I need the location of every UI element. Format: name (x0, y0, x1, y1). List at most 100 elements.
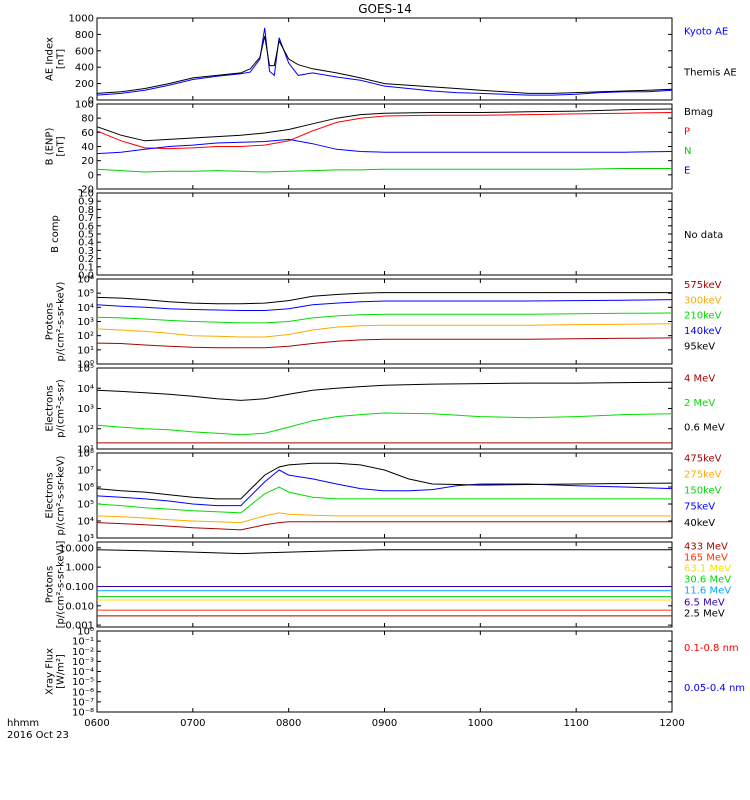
series-label: Kyoto AE (684, 26, 728, 37)
y-tick-label: 40 (81, 142, 94, 153)
panel-b_enp: -20 0 20 40 60 80 100 B (ENP) [nT] Bmag PNE (45, 100, 714, 196)
series-label: 433 MeV (684, 541, 728, 552)
y-tick-label: 600 (75, 46, 94, 57)
y-tick-label: 0.010 (65, 601, 94, 612)
chart-title: GOES-14 (358, 2, 412, 16)
y-tick-label: 800 (75, 30, 94, 41)
series-line-40kev (96, 462, 673, 500)
series-line-n (96, 168, 672, 173)
y-tick-label: 10⁶ (77, 275, 94, 286)
panel-xray: 10⁻⁸10⁻⁷10⁻⁶10⁻⁵10⁻⁴10⁻³10⁻²10⁻¹10⁰ Xray … (45, 627, 746, 719)
y-tick-label: 0.4 (78, 238, 94, 249)
series-label: 95keV (684, 341, 715, 352)
y-tick-label: 10³ (77, 404, 94, 415)
y-tick-label: 10⁸ (77, 449, 94, 460)
series-label: P (684, 126, 690, 137)
panel-frame (96, 103, 673, 190)
y-tick-label: 0.6 (78, 221, 94, 232)
x-tick-label: 0800 (276, 718, 301, 729)
series-label: E (684, 165, 690, 176)
y-tick-label: 0.3 (78, 246, 94, 257)
series-label: 63.1 MeV (684, 564, 731, 575)
series-label: 4 MeV (684, 374, 715, 385)
series-line-95kev (96, 292, 672, 305)
y-axis-label: Electrons (45, 385, 56, 431)
panel-bcomp: 0.00.10.20.30.40.50.60.70.80.91.0 B comp N… (50, 189, 723, 282)
y-axis-label: [p/(cm²-s-sr-keV)] (56, 541, 67, 629)
series-label: 6.5 MeV (684, 598, 725, 609)
no-data-note: No data (684, 230, 723, 241)
y-tick-label: 10⁻⁶ (72, 687, 94, 698)
panel-electrons_kev: 10³ 10⁴ 10⁵ 10⁶ 10⁷ 10⁸ Electrons p/(cm²-s-sr-k… (45, 449, 722, 545)
panel-frame (96, 192, 673, 276)
y-tick-label: 10⁻⁵ (72, 677, 94, 688)
panel-frame (96, 17, 673, 101)
series-line-p (96, 112, 673, 150)
series-line-0-6-mev (96, 381, 673, 401)
y-axis-label: B (ENP) (45, 128, 56, 166)
time-axis-label: hhmm (7, 718, 39, 729)
y-axis-label: p/(cm²-s-sr-keV) (56, 281, 67, 361)
y-tick-label: 10³ (77, 317, 94, 328)
y-tick-label: 0.7 (78, 213, 94, 224)
series-label: 40keV (684, 518, 715, 529)
y-tick-label: 0.100 (65, 582, 94, 593)
y-tick-label: 10¹ (77, 345, 94, 356)
series-label: 11.6 MeV (684, 586, 731, 597)
y-tick-label: 0.2 (78, 254, 94, 265)
y-tick-label: 10.000 (59, 543, 94, 554)
series-label: 30.6 MeV (684, 575, 731, 586)
y-tick-label: 200 (75, 79, 94, 90)
y-tick-label: 0 (88, 170, 94, 181)
series-label: Themis AE (683, 67, 737, 78)
panel-frame (96, 452, 673, 539)
y-axis-label: B comp (50, 215, 61, 253)
series-line-210kev (96, 312, 673, 324)
series-label: 0.6 MeV (684, 422, 725, 433)
series-label: 75keV (684, 502, 715, 513)
y-tick-label: 0.001 (65, 621, 94, 632)
y-axis-label: Electrons (45, 472, 56, 518)
y-axis-label: Protons (45, 303, 56, 340)
series-line-275kev (96, 512, 672, 524)
y-tick-label: 10⁰ (77, 360, 94, 371)
y-tick-label: 10¹ (77, 445, 94, 456)
y-tick-label: 10⁰ (77, 627, 94, 638)
y-tick-label: 20 (81, 156, 94, 167)
y-tick-label: 0 (88, 96, 94, 107)
series-label: 150keV (684, 486, 722, 497)
y-axis-label: [W/m²] (56, 654, 67, 689)
series-label: 575keV (684, 280, 722, 291)
time-axis: 0600 0700 0800 0900 1000 1100 1200 (84, 718, 684, 729)
y-tick-label: 0.9 (78, 197, 94, 208)
y-axis-label: p/(cm²-s-sr) (56, 379, 67, 438)
x-tick-label: 0700 (180, 718, 205, 729)
y-tick-label: 0.0 (78, 271, 94, 282)
panel-protons_high: 0.001 0.010 0.100 1.000 10.000 Protons [p/(cm²… (45, 541, 732, 632)
y-tick-label: 1.0 (78, 189, 94, 200)
date-label: 2016 Oct 23 (7, 730, 69, 741)
y-tick-label: 10⁵ (77, 289, 94, 300)
panel-frame (96, 541, 673, 628)
panel-protons_low: 10⁰ 10¹ 10² 10³ 10⁴ 10⁵ 10⁶ Protons p/(cm²-s-sr-… (45, 275, 722, 371)
series-line-themis-ae (96, 35, 673, 94)
series-label: 2.5 MeV (684, 609, 725, 620)
y-tick-label: 10² (77, 331, 94, 342)
panel-frame (96, 367, 673, 450)
y-tick-label: 1000 (69, 14, 94, 25)
y-tick-label: -20 (78, 185, 94, 196)
series-label: Bmag (684, 107, 713, 118)
panel-frame (96, 630, 673, 713)
y-tick-label: 10⁻¹ (72, 637, 94, 648)
x-tick-label: 0900 (372, 718, 397, 729)
series-label: 0.1-0.8 nm (684, 643, 739, 654)
y-axis-label: Xray Flux (45, 648, 56, 695)
y-tick-label: 10⁷ (77, 466, 94, 477)
x-tick-label: 1000 (468, 718, 493, 729)
panel-electrons_mev: 10¹ 10² 10³ 10⁴ 10⁵ Electrons p/(cm²-s-sr) 4 Me… (45, 364, 725, 456)
y-tick-label: 100 (75, 100, 94, 111)
series-line-75kev (96, 469, 673, 507)
series-line-575kev (96, 337, 673, 349)
